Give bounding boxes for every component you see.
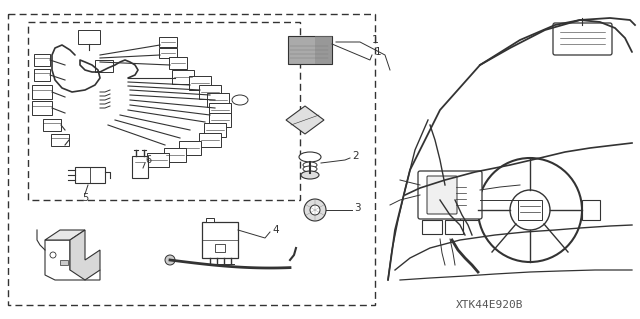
Ellipse shape [232, 95, 248, 105]
Bar [28, 22, 300, 200]
FancyBboxPatch shape [418, 171, 482, 219]
FancyBboxPatch shape [427, 176, 457, 214]
Bar [34, 69, 50, 81]
Text: XTK44E920B: XTK44E920B [456, 300, 524, 310]
Bar [199, 133, 221, 147]
Bar [164, 148, 186, 162]
Polygon shape [70, 230, 100, 280]
Text: 6: 6 [145, 155, 151, 165]
Text: 5: 5 [82, 193, 88, 203]
Polygon shape [286, 106, 324, 134]
Bar [60, 260, 68, 265]
Bar [445, 220, 463, 234]
Bar [189, 76, 211, 90]
Circle shape [510, 190, 550, 230]
Bar [422, 220, 442, 234]
Circle shape [50, 252, 56, 258]
Bar [460, 200, 478, 220]
Text: 4: 4 [272, 225, 278, 235]
Bar [172, 70, 194, 84]
Circle shape [304, 199, 326, 221]
Ellipse shape [303, 162, 317, 168]
Bar [199, 85, 221, 99]
Circle shape [310, 205, 320, 215]
Bar [518, 200, 542, 220]
Circle shape [165, 255, 175, 265]
Bar [215, 244, 225, 252]
Ellipse shape [301, 171, 319, 179]
Bar [32, 101, 52, 115]
Bar [159, 37, 177, 47]
Bar [43, 119, 61, 131]
Bar [206, 218, 214, 222]
Polygon shape [45, 230, 85, 240]
Bar [147, 153, 169, 167]
Bar [159, 48, 177, 58]
Bar [209, 113, 231, 127]
Bar [315, 36, 332, 64]
Polygon shape [45, 240, 100, 280]
Text: 3: 3 [354, 203, 360, 213]
Bar [95, 60, 113, 72]
Bar [34, 54, 50, 66]
Text: 1: 1 [371, 35, 378, 45]
Bar [288, 36, 332, 64]
Bar [204, 123, 226, 137]
Bar [78, 30, 100, 44]
Ellipse shape [303, 166, 317, 172]
Bar [51, 134, 69, 146]
Bar [582, 200, 600, 220]
Ellipse shape [299, 152, 321, 162]
Text: 2: 2 [352, 151, 358, 161]
Bar [132, 156, 148, 178]
Bar [209, 103, 231, 117]
Bar [75, 167, 105, 183]
Bar [202, 222, 238, 258]
Bar [169, 57, 187, 69]
Text: 1: 1 [375, 47, 381, 57]
Bar [8, 14, 375, 305]
Bar [32, 85, 52, 99]
Bar [179, 141, 201, 155]
FancyBboxPatch shape [553, 23, 612, 55]
Bar [207, 93, 229, 107]
